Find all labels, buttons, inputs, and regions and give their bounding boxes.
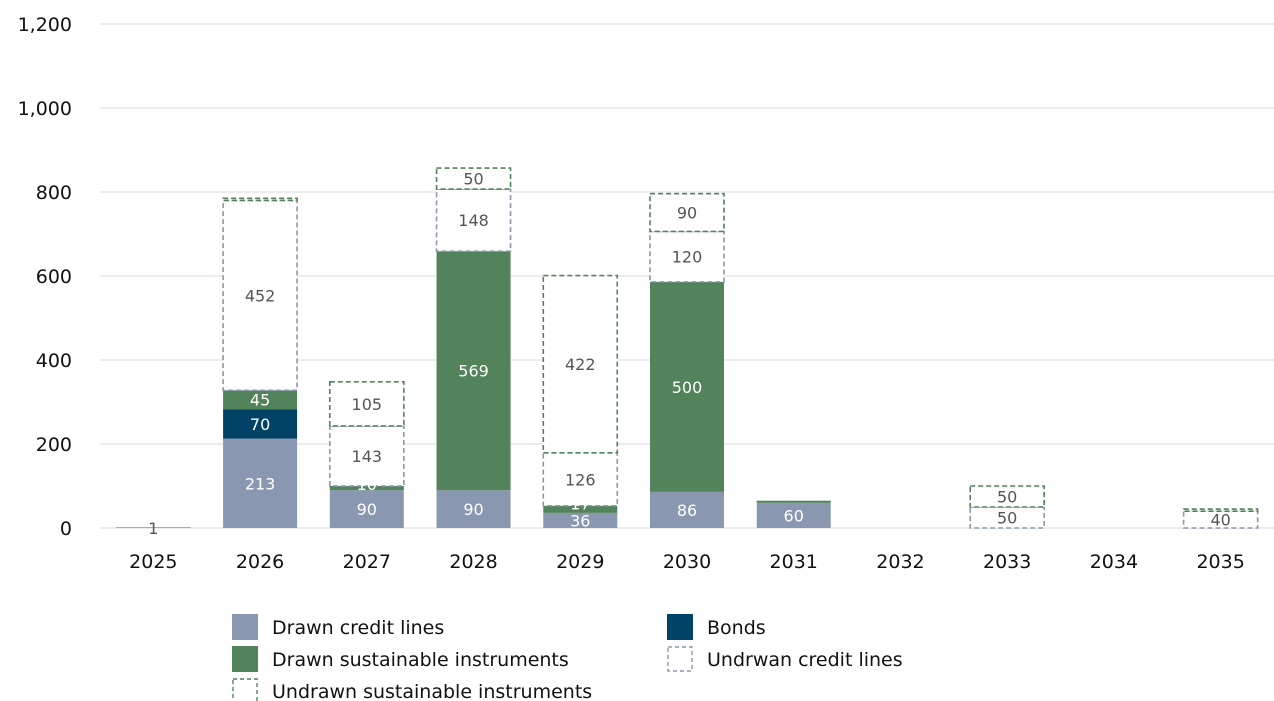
bar-2030-undrawn-sustainable	[649, 192, 725, 233]
data-label-2028-drawn-sustainable: 569	[458, 362, 489, 381]
data-label-2033-undrawn-sustainable: 50	[997, 488, 1017, 507]
data-label-2030-undrawn-sustainable: 90	[677, 204, 697, 223]
data-label-2030-drawn-credit: 86	[677, 501, 697, 520]
data-label-2026-undrawn-credit: 452	[245, 286, 276, 305]
bar-2027-drawn-sustainable	[329, 486, 404, 491]
legend-label-drawn-sustainable: Drawn sustainable instruments	[272, 649, 569, 671]
legend-swatch-drawn-credit	[232, 614, 258, 640]
bar-2029-drawn-credit	[543, 512, 618, 528]
x-tick-label-2032: 2032	[876, 551, 924, 573]
bars	[116, 167, 1259, 529]
bar-2031-drawn-sustainable	[756, 500, 831, 503]
data-label-2025-drawn-credit: 1	[148, 519, 158, 538]
y-tick-label-400: 400	[36, 350, 72, 372]
data-label-2027-drawn-sustainable: 10	[357, 475, 377, 494]
y-tick-label-0: 0	[60, 518, 72, 540]
y-tick-label-1-000: 1,000	[18, 98, 72, 120]
data-label-2035-undrawn-credit: 40	[1210, 511, 1230, 530]
y-tick-label-200: 200	[36, 434, 72, 456]
x-tick-label-2028: 2028	[449, 551, 497, 573]
x-tick-label-2027: 2027	[343, 551, 391, 573]
bar-2028-drawn-sustainable	[436, 251, 511, 491]
bar-2029-undrawn-sustainable	[542, 274, 619, 454]
bar-2027-undrawn-credit	[329, 425, 405, 487]
data-label-2029-undrawn-credit: 126	[565, 470, 596, 489]
legend-swatch-undrawn-sustainable	[232, 678, 258, 701]
legend-label-bonds: Bonds	[707, 617, 766, 639]
data-label-2033-undrawn-credit: 50	[997, 509, 1017, 528]
data-label-2028-undrawn-credit: 148	[458, 211, 489, 230]
data-label-2031-drawn-credit: 60	[784, 506, 804, 525]
data-label-2027-drawn-credit: 90	[357, 500, 377, 519]
y-tick-label-800: 800	[36, 182, 72, 204]
x-axis: 2025 2026 2027 2028 2029 2030 2031 2032 2033 2034…	[129, 551, 1245, 573]
x-tick-label-2035: 2035	[1196, 551, 1244, 573]
bar-2029-drawn-sustainable	[543, 505, 618, 513]
bar-2030-drawn-credit	[650, 491, 724, 528]
bar-2028-undrawn-sustainable	[435, 167, 512, 190]
bar-2025-drawn-credit	[116, 527, 191, 528]
bar-2035-undrawn-sustainable	[1182, 508, 1259, 513]
x-tick-label-2025: 2025	[129, 551, 177, 573]
data-label-2029-drawn-credit: 36	[570, 511, 590, 530]
data-label-2030-drawn-sustainable: 500	[672, 378, 703, 397]
bar-2033-undrawn-sustainable	[969, 485, 1045, 508]
bar-2027-drawn-credit	[329, 490, 404, 528]
x-tick-label-2033: 2033	[983, 551, 1031, 573]
legend-label-undrawn-sustainable: Undrawn sustainable instruments	[272, 681, 592, 701]
x-tick-label-2030: 2030	[663, 551, 711, 573]
data-label-2026-drawn-sustainable: 45	[250, 391, 270, 410]
data-label-2026-bonds: 70	[250, 415, 270, 434]
legend-swatch-undrawn-credit	[667, 646, 693, 672]
legend-label-undrawn-credit: Undrwan credit lines	[707, 649, 903, 671]
bar-2031-drawn-credit	[756, 502, 831, 528]
bar-2026-bonds	[223, 409, 298, 439]
bar-2030-drawn-sustainable	[650, 281, 724, 492]
bar-2028-undrawn-credit	[435, 188, 512, 253]
data-label-2028-undrawn-sustainable: 50	[463, 170, 483, 189]
data-label-2026-drawn-credit: 213	[245, 474, 276, 493]
data-label-2028-drawn-credit: 90	[463, 500, 483, 519]
bar-2026-drawn-credit	[223, 438, 298, 528]
x-tick-label-2029: 2029	[556, 551, 604, 573]
y-tick-label-600: 600	[36, 266, 72, 288]
bar-2026-drawn-sustainable	[223, 390, 298, 410]
y-tick-label-1-200: 1,200	[18, 14, 72, 36]
bar-2026-undrawn-sustainable	[222, 197, 298, 202]
bar-2029-undrawn-credit	[542, 452, 619, 507]
x-tick-label-2031: 2031	[770, 551, 818, 573]
bar-2026-undrawn-credit	[222, 199, 298, 392]
legend-swatch-drawn-sustainable	[232, 646, 258, 672]
data-label-2027-undrawn-credit: 143	[352, 447, 383, 466]
data-label-2029-drawn-sustainable: 17	[570, 495, 590, 514]
x-tick-label-2026: 2026	[236, 551, 284, 573]
data-label-2029-undrawn-sustainable: 422	[565, 355, 596, 374]
x-tick-label-2034: 2034	[1090, 551, 1138, 573]
bar-2027-undrawn-sustainable	[329, 381, 405, 427]
data-label-2027-undrawn-sustainable: 105	[352, 395, 383, 414]
y-axis: 0 200 400 600 800 1,000 1,200	[18, 14, 72, 540]
legend: Drawn credit lines Bonds Drawn sustainable…	[232, 614, 903, 701]
data-label-2030-undrawn-credit: 120	[672, 248, 703, 267]
bar-2028-drawn-credit	[436, 490, 511, 528]
legend-swatch-bonds	[667, 614, 693, 640]
legend-label-drawn-credit: Drawn credit lines	[272, 617, 444, 639]
